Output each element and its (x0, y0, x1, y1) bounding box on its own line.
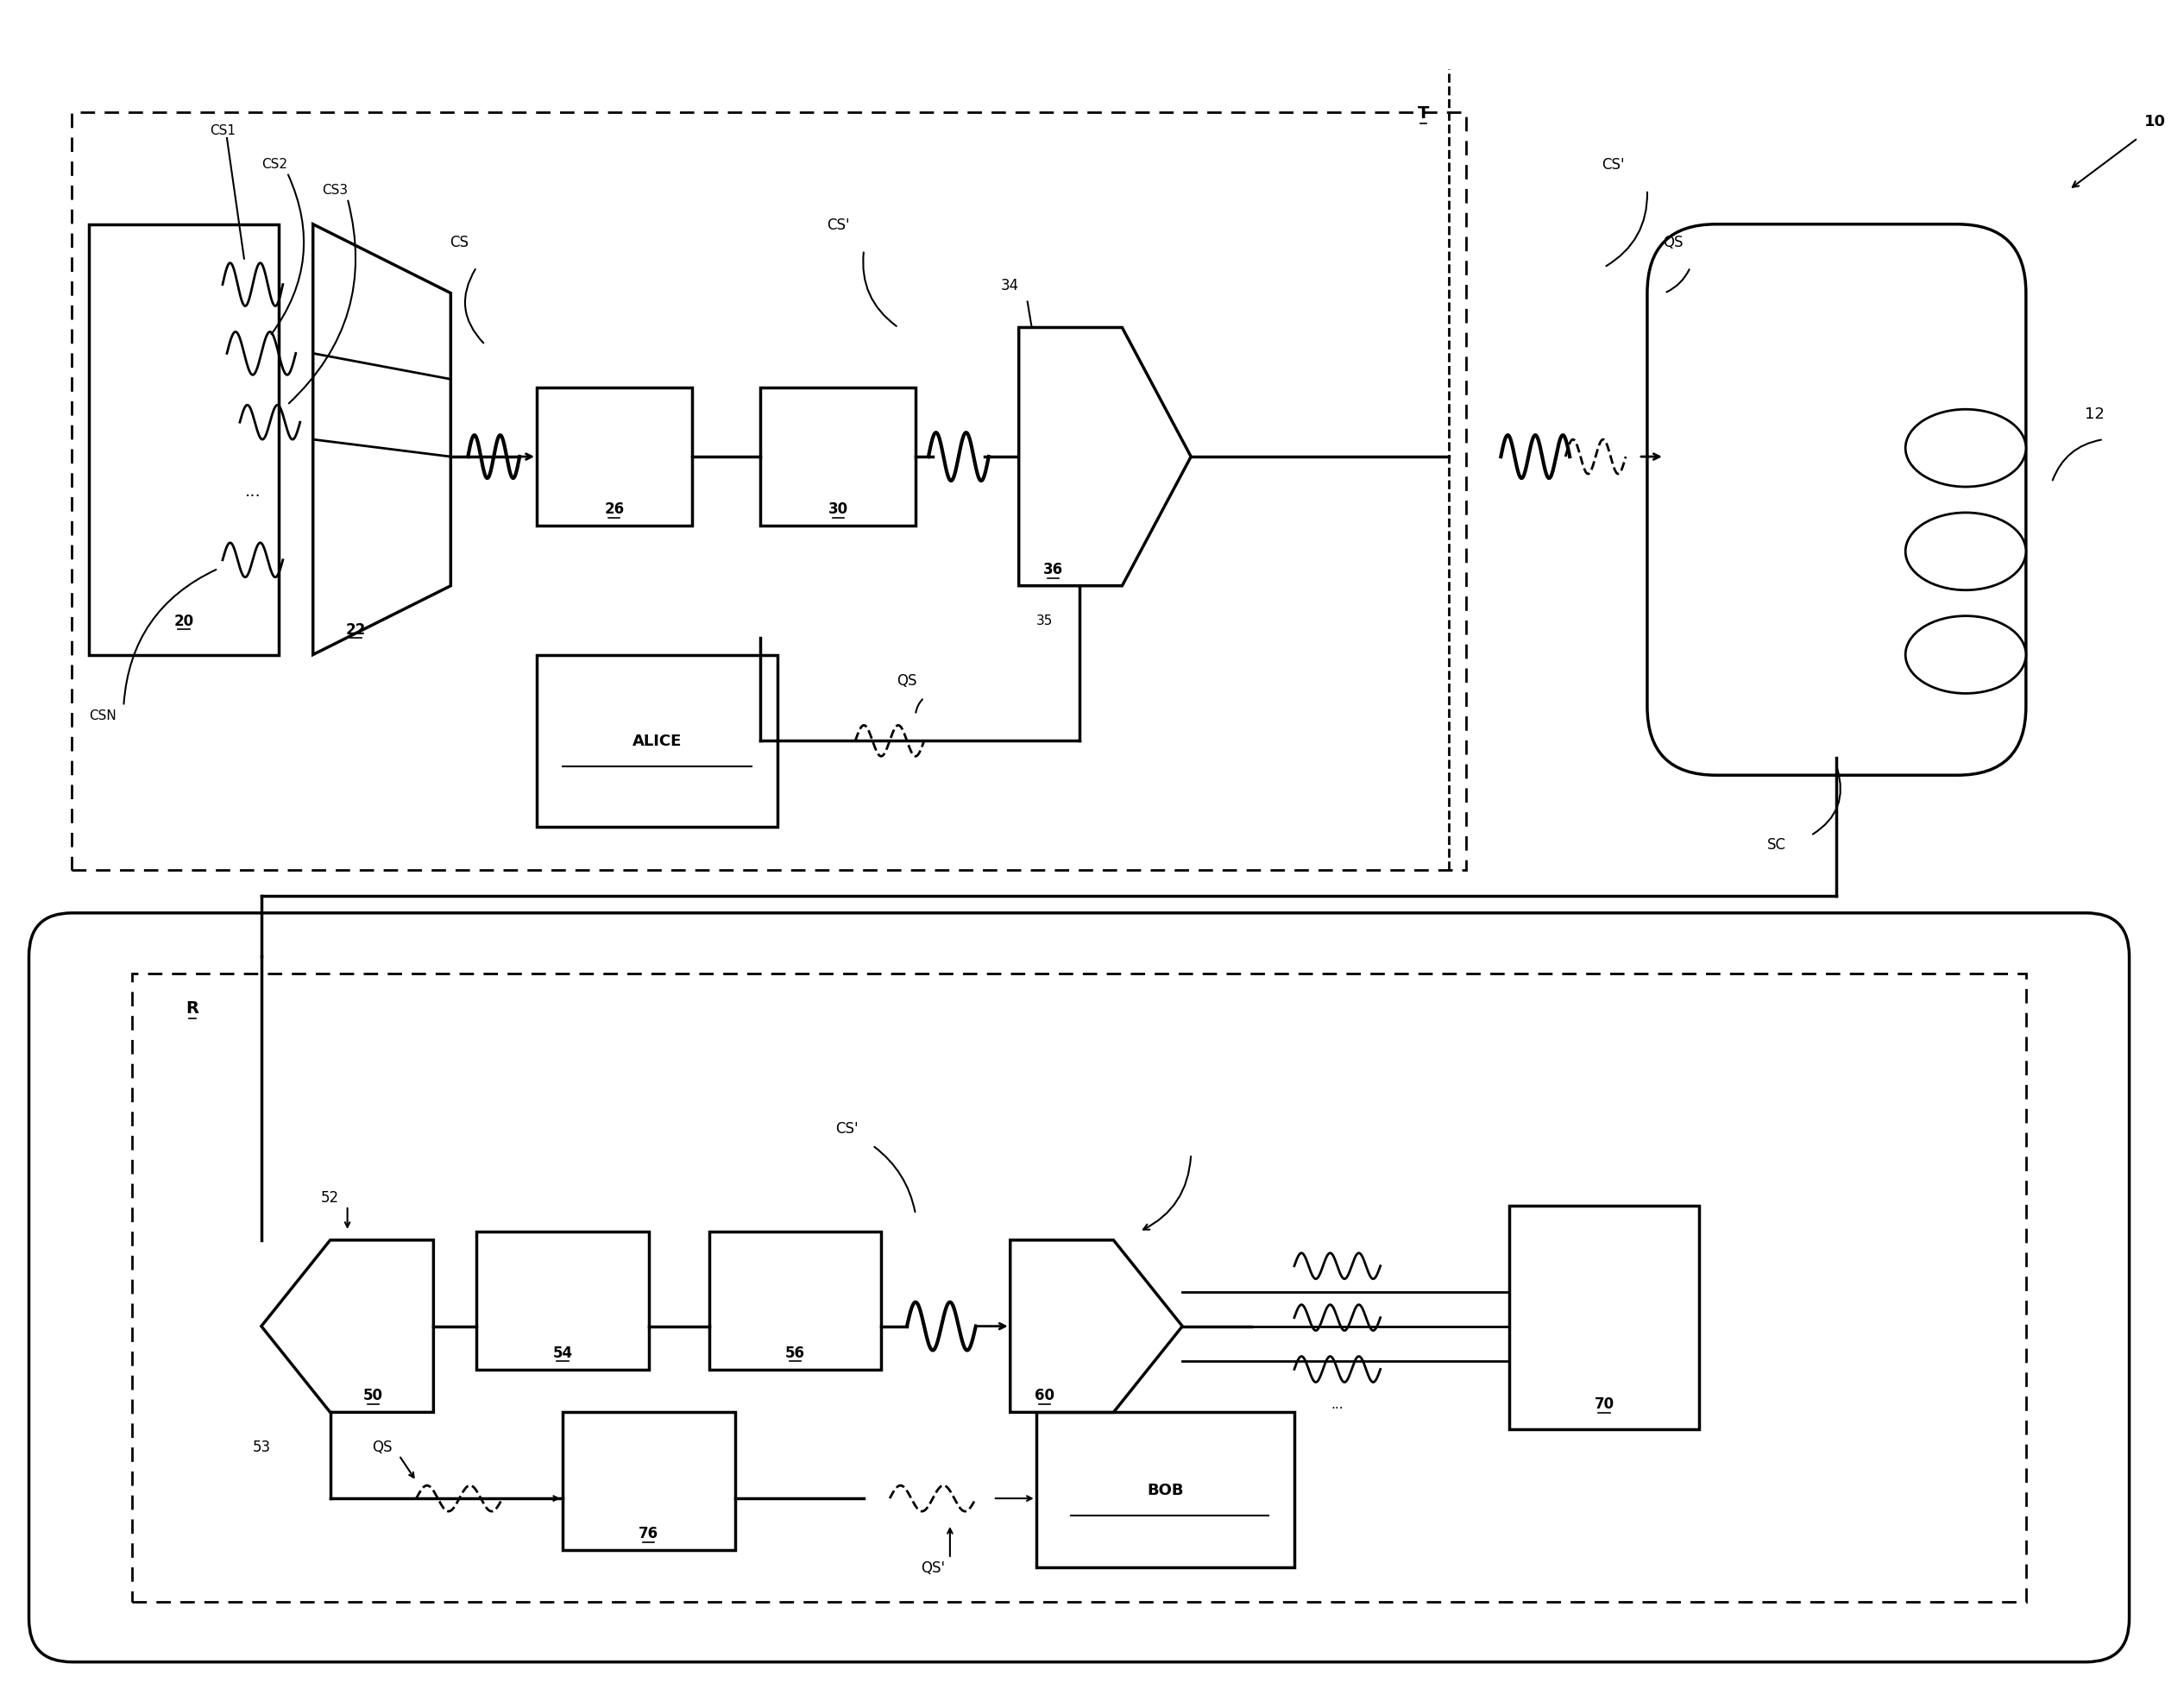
Text: ALICE: ALICE (633, 733, 681, 748)
FancyArrowPatch shape (288, 201, 356, 404)
Text: 54: 54 (553, 1344, 572, 1360)
Text: CS': CS' (834, 1121, 858, 1137)
Text: QS: QS (371, 1439, 391, 1454)
Bar (537, 655, 778, 828)
Text: T: T (1417, 105, 1428, 122)
FancyArrowPatch shape (1666, 270, 1688, 292)
FancyArrowPatch shape (1813, 770, 1841, 834)
Text: QS: QS (898, 674, 917, 689)
Ellipse shape (1904, 410, 2027, 488)
Text: ...: ... (245, 483, 260, 500)
Text: QS: QS (1662, 235, 1684, 250)
Text: CS: CS (450, 235, 470, 250)
FancyArrowPatch shape (1605, 193, 1647, 267)
FancyArrowPatch shape (874, 1147, 915, 1213)
Text: CS': CS' (1601, 157, 1625, 172)
Text: CS2: CS2 (262, 159, 288, 171)
Bar (760, 388, 915, 525)
Text: 22: 22 (345, 622, 367, 637)
Text: 26: 26 (605, 502, 625, 517)
FancyArrowPatch shape (465, 270, 483, 343)
Text: CSN: CSN (90, 709, 116, 721)
Bar (1035, 1412, 1295, 1567)
Text: 30: 30 (828, 502, 847, 517)
Bar (1509, 1206, 1699, 1429)
Text: 36: 36 (1044, 561, 1064, 578)
Text: CS': CS' (826, 218, 850, 233)
Text: 20: 20 (175, 613, 194, 628)
Text: 56: 56 (784, 1344, 806, 1360)
Ellipse shape (1904, 513, 2027, 591)
FancyBboxPatch shape (1647, 225, 2027, 775)
Text: 70: 70 (1594, 1397, 1614, 1412)
FancyArrowPatch shape (863, 253, 895, 326)
Polygon shape (1018, 328, 1190, 586)
Text: SC: SC (1767, 836, 1787, 853)
FancyArrowPatch shape (1142, 1157, 1190, 1230)
Text: R: R (186, 1000, 199, 1017)
Text: 10: 10 (2145, 113, 2167, 130)
Polygon shape (1011, 1240, 1182, 1412)
Bar (133, 973, 2027, 1601)
Text: 76: 76 (638, 1525, 660, 1540)
Text: ...: ... (1330, 1397, 1343, 1410)
Text: 35: 35 (1035, 615, 1053, 627)
Text: BOB: BOB (1147, 1483, 1184, 1498)
Bar (537, 388, 692, 525)
Bar (90, 225, 280, 655)
Text: 52: 52 (321, 1189, 339, 1204)
Bar (72, 113, 1465, 870)
Text: 53: 53 (251, 1439, 271, 1454)
Text: CS3: CS3 (321, 184, 347, 198)
Ellipse shape (1904, 616, 2027, 694)
Text: CS1: CS1 (210, 123, 236, 137)
FancyArrowPatch shape (124, 571, 216, 704)
Text: 50: 50 (363, 1387, 382, 1404)
FancyArrowPatch shape (271, 176, 304, 334)
Bar (563, 1412, 734, 1551)
Text: 60: 60 (1035, 1387, 1055, 1404)
Text: 12: 12 (2086, 407, 2105, 422)
Text: QS': QS' (922, 1559, 946, 1576)
Bar (476, 1231, 649, 1370)
FancyBboxPatch shape (28, 914, 2129, 1662)
Polygon shape (312, 225, 450, 655)
FancyArrowPatch shape (915, 699, 922, 713)
Bar (710, 1231, 880, 1370)
Polygon shape (262, 1240, 432, 1412)
FancyArrowPatch shape (2053, 441, 2101, 481)
Text: 34: 34 (1000, 277, 1020, 292)
